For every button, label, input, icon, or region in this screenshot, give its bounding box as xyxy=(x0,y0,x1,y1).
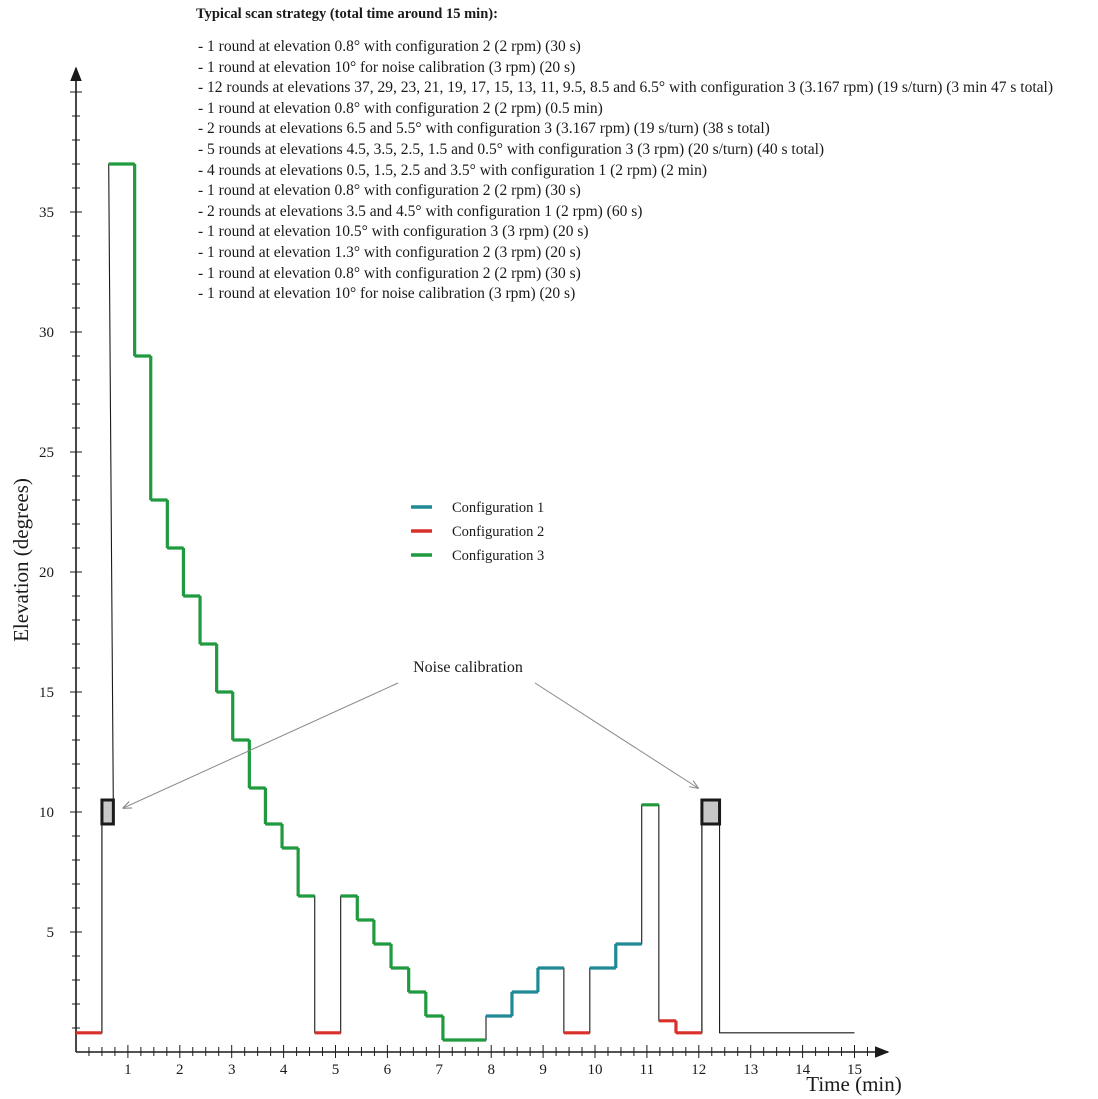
strategy-item: - 1 round at elevation 1.3° with configu… xyxy=(198,243,581,261)
x-tick-label: 7 xyxy=(436,1062,444,1078)
x-tick-label: 3 xyxy=(228,1062,236,1078)
x-tick-label: 5 xyxy=(332,1062,340,1078)
y-tick-label: 25 xyxy=(39,445,54,461)
annotation-arrow-left xyxy=(123,682,399,808)
x-tick-label: 14 xyxy=(795,1062,811,1078)
x-tick-label: 10 xyxy=(588,1062,603,1078)
noise-calibration-box xyxy=(700,798,722,826)
strategy-item: - 4 rounds at elevations 0.5, 1.5, 2.5 a… xyxy=(198,161,707,179)
strategy-item: - 2 rounds at elevations 6.5 and 5.5° wi… xyxy=(198,120,770,138)
segments xyxy=(76,162,702,1042)
strategy-item: - 1 round at elevation 10° for noise cal… xyxy=(198,58,576,76)
x-tick-label: 9 xyxy=(539,1062,547,1078)
y-tick-label: 15 xyxy=(39,685,54,701)
strategy-list: - 1 round at elevation 0.8° with configu… xyxy=(198,37,1088,305)
legend-label: Configuration 2 xyxy=(452,524,544,540)
strategy-item: - 1 round at elevation 0.8° with configu… xyxy=(198,264,581,282)
strategy-item: - 5 rounds at elevations 4.5, 3.5, 2.5, … xyxy=(198,140,825,158)
y-tick-label: 35 xyxy=(39,205,54,221)
x-tick-label: 2 xyxy=(176,1062,184,1078)
strategy-item: - 1 round at elevation 10° for noise cal… xyxy=(198,285,576,303)
x-tick-label: 11 xyxy=(640,1062,654,1078)
x-tick-label: 15 xyxy=(847,1062,862,1078)
noise-calibration-box xyxy=(100,798,115,826)
annotation-arrow-right xyxy=(534,682,698,788)
x-axis-label: Time (min) xyxy=(806,1072,901,1096)
strategy-item: - 1 round at elevation 10.5° with config… xyxy=(198,223,589,241)
strategy-item: - 2 rounds at elevations 3.5 and 4.5° wi… xyxy=(198,202,643,220)
y-tick-label: 5 xyxy=(47,925,55,941)
x-tick-label: 4 xyxy=(280,1062,288,1078)
legend-label: Configuration 1 xyxy=(452,500,544,516)
scan-strategy-text: Typical scan strategy (total time around… xyxy=(196,6,1088,305)
annotations: Noise calibration xyxy=(123,659,698,808)
legend-label: Configuration 3 xyxy=(452,548,544,564)
calibration-boxes xyxy=(100,798,722,826)
strategy-title: Typical scan strategy (total time around… xyxy=(196,6,498,22)
axes xyxy=(70,66,890,1058)
x-tick-label: 12 xyxy=(691,1062,706,1078)
x-tick-label: 6 xyxy=(384,1062,392,1078)
x-tick-label: 1 xyxy=(124,1062,132,1078)
x-tick-label: 8 xyxy=(487,1062,495,1078)
strategy-item: - 1 round at elevation 0.8° with configu… xyxy=(198,99,603,117)
x-tick-label: 13 xyxy=(743,1062,758,1078)
strategy-item: - 1 round at elevation 0.8° with configu… xyxy=(198,38,581,55)
strategy-item: - 1 round at elevation 0.8° with configu… xyxy=(198,182,581,200)
noise-calibration-label: Noise calibration xyxy=(413,659,523,676)
y-axis-label: Elevation (degrees) xyxy=(9,478,33,642)
y-tick-label: 10 xyxy=(39,805,54,821)
y-tick-label: 30 xyxy=(39,325,54,341)
legend: Configuration 1 Configuration 2 Configurat… xyxy=(411,500,544,564)
y-tick-label: 20 xyxy=(39,565,54,581)
strategy-item: - 12 rounds at elevations 37, 29, 23, 21… xyxy=(198,79,1054,97)
